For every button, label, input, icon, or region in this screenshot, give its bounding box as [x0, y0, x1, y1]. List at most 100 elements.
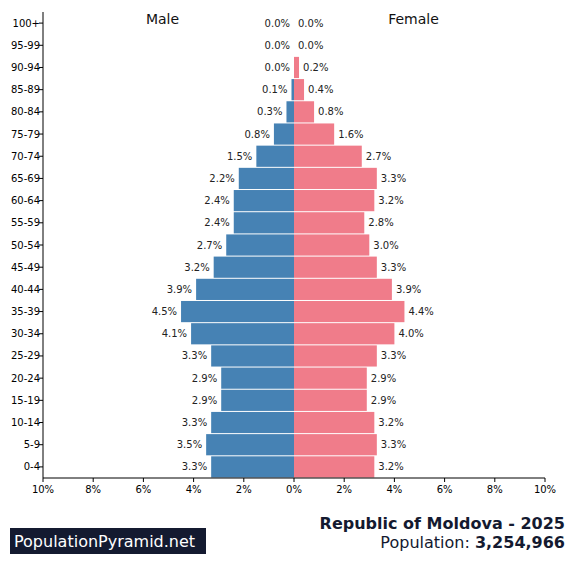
- y-tick-label: 20-24: [11, 373, 40, 384]
- bar: [191, 323, 294, 344]
- data-label: 0.0%: [298, 18, 323, 29]
- chart: 3.3%3.5%3.3%2.9%2.9%3.3%4.1%4.5%3.9%3.2%…: [0, 0, 575, 581]
- bar: [294, 345, 377, 366]
- bar: [291, 79, 294, 100]
- data-label: 2.9%: [192, 395, 217, 406]
- data-label: 3.2%: [378, 417, 403, 428]
- data-label: 4.5%: [152, 306, 177, 317]
- data-label: 0.0%: [298, 40, 323, 51]
- bar: [294, 101, 314, 122]
- bar: [294, 434, 377, 455]
- x-tick: [494, 478, 495, 482]
- y-tick-label: 85-89: [11, 84, 40, 95]
- y-tick-label: 75-79: [11, 129, 40, 140]
- x-tick: [93, 478, 94, 482]
- bar: [294, 301, 404, 322]
- x-tick: [444, 478, 445, 482]
- x-tick: [143, 478, 144, 482]
- bar: [294, 190, 374, 211]
- x-tick-label: 8%: [487, 484, 503, 495]
- data-label: 0.3%: [257, 106, 282, 117]
- bar: [294, 323, 394, 344]
- data-label: 3.3%: [182, 350, 207, 361]
- bar: [221, 390, 294, 411]
- y-tick-label: 65-69: [11, 173, 40, 184]
- y-tick-label: 40-44: [11, 284, 40, 295]
- x-tick: [294, 478, 295, 482]
- x-tick-label: 10%: [32, 484, 54, 495]
- data-label: 2.4%: [204, 217, 229, 228]
- bar: [206, 434, 294, 455]
- data-label: 1.6%: [338, 129, 363, 140]
- bar: [234, 212, 294, 233]
- x-tick: [243, 478, 244, 482]
- legend-label: Male: [146, 11, 179, 27]
- source-badge: [10, 528, 206, 554]
- x-tick: [545, 478, 546, 482]
- title: Republic of Moldova - 2025: [320, 514, 565, 533]
- data-label: 3.2%: [378, 195, 403, 206]
- x-tick: [193, 478, 194, 482]
- y-tick-label: 45-49: [11, 262, 40, 273]
- bar: [294, 390, 367, 411]
- data-label: 4.0%: [398, 328, 423, 339]
- bar: [214, 257, 294, 278]
- x-tick-label: 4%: [186, 484, 202, 495]
- bar: [211, 412, 294, 433]
- data-label: 0.0%: [265, 40, 290, 51]
- data-label: 3.0%: [373, 240, 398, 251]
- bar: [234, 190, 294, 211]
- subtitle: Population: 3,254,966: [380, 533, 565, 552]
- bar: [211, 345, 294, 366]
- y-tick-label: 80-84: [11, 106, 40, 117]
- data-label: 3.2%: [378, 461, 403, 472]
- bar: [286, 101, 294, 122]
- data-label: 4.1%: [162, 328, 187, 339]
- data-label: 0.0%: [265, 18, 290, 29]
- y-tick-label: 60-64: [11, 195, 40, 206]
- bars: [181, 57, 404, 478]
- bar: [294, 456, 374, 477]
- data-label: 2.2%: [209, 173, 234, 184]
- y-tick-label: 50-54: [11, 240, 40, 251]
- x-tick-label: 2%: [236, 484, 252, 495]
- y-tick-label: 15-19: [11, 395, 40, 406]
- bar: [181, 301, 294, 322]
- bar: [256, 146, 294, 167]
- bar: [294, 35, 295, 56]
- data-label: 3.3%: [182, 417, 207, 428]
- x-tick-label: 8%: [85, 484, 101, 495]
- data-label: 3.9%: [167, 284, 192, 295]
- bar: [294, 234, 369, 255]
- bar: [294, 13, 295, 34]
- x-tick: [344, 478, 345, 482]
- bar: [239, 168, 294, 189]
- data-label: 2.9%: [371, 395, 396, 406]
- data-label: 3.3%: [381, 439, 406, 450]
- x-tick: [43, 478, 44, 482]
- y-tick-label: 35-39: [11, 306, 40, 317]
- bar: [294, 368, 367, 389]
- bar: [294, 79, 304, 100]
- data-label: 4.4%: [408, 306, 433, 317]
- data-label: 0.8%: [318, 106, 343, 117]
- data-label: 0.2%: [303, 62, 328, 73]
- bar: [226, 234, 294, 255]
- y-tick-label: 70-74: [11, 151, 40, 162]
- legend-label: Female: [388, 11, 439, 27]
- y-tick-label: 25-29: [11, 350, 40, 361]
- x-tick-label: 4%: [386, 484, 402, 495]
- data-label: 2.4%: [204, 195, 229, 206]
- bar: [294, 146, 362, 167]
- data-label: 3.2%: [184, 262, 209, 273]
- x-tick-label: 6%: [437, 484, 453, 495]
- data-label: 0.0%: [265, 62, 290, 73]
- y-tick-label: 0-4: [24, 461, 40, 472]
- data-label: 0.8%: [245, 129, 270, 140]
- bar: [221, 368, 294, 389]
- bar: [274, 123, 294, 144]
- bar: [211, 456, 294, 477]
- data-label: 2.9%: [371, 373, 396, 384]
- bar: [294, 168, 377, 189]
- x-tick-label: 10%: [534, 484, 556, 495]
